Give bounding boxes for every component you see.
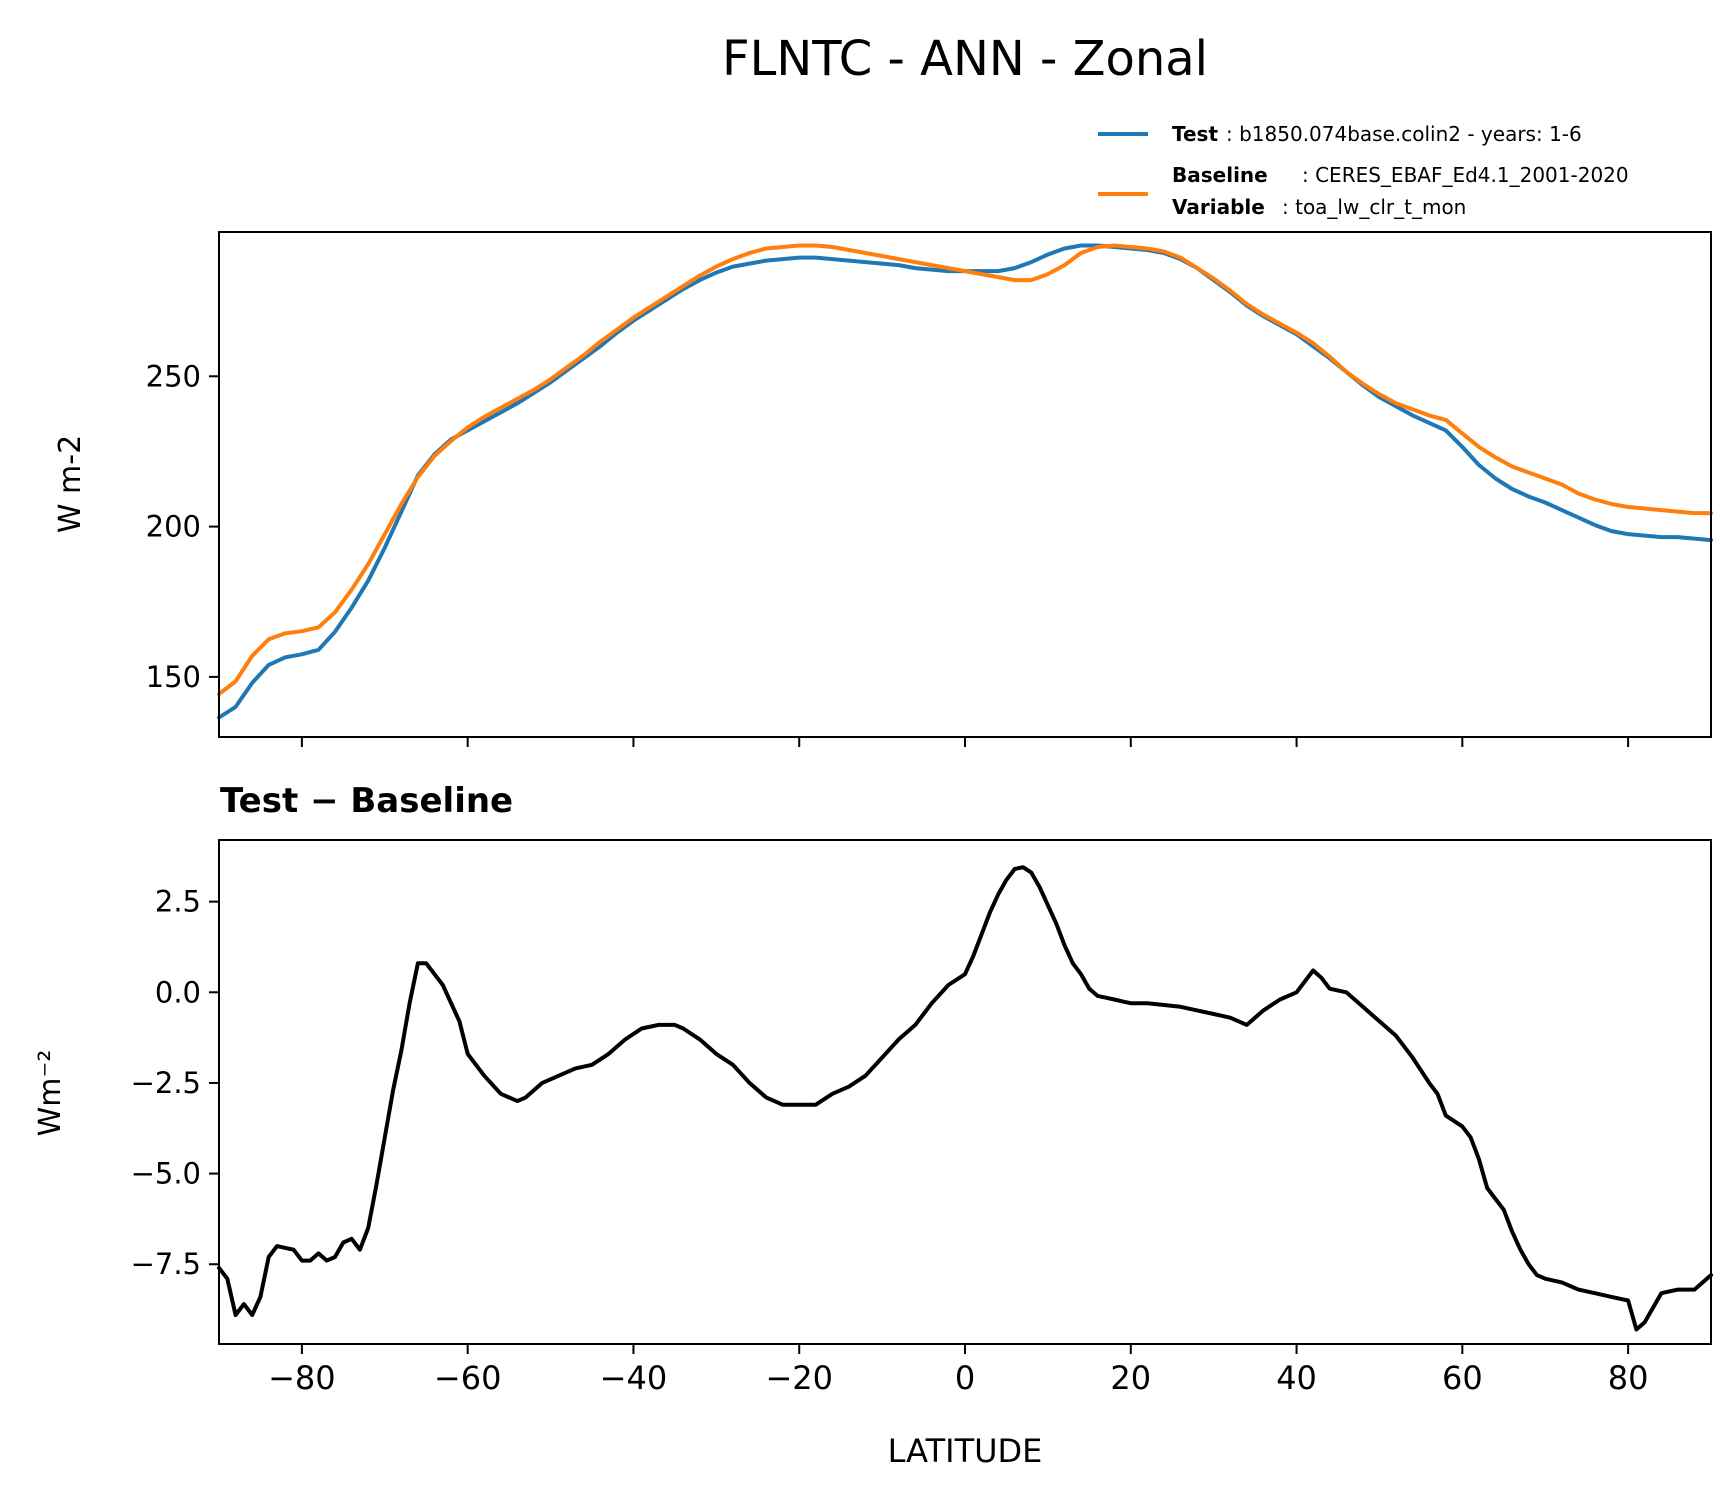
bottom-panel: Test − Baseline 2.5 0.0 −2.5 −5.0 −7.5 −80 −6…: [33, 781, 1713, 1470]
legend-test-value: : b1850.074base.colin2 - years: 1-6: [1226, 122, 1582, 146]
top-series-line-test: [217, 243, 1713, 720]
bottom-x-tick-label: 60: [1442, 1359, 1483, 1397]
top-y-tick-label: 200: [146, 510, 201, 544]
top-panel: 150 200 250 W m-2: [53, 231, 1713, 747]
bottom-x-tick-label: −60: [434, 1359, 502, 1397]
bottom-x-tick-label: 40: [1276, 1359, 1317, 1397]
legend-variable-key: Variable: [1172, 195, 1265, 219]
bottom-series-lines: [217, 865, 1713, 1332]
legend-baseline-key: Baseline: [1172, 163, 1268, 187]
bottom-y-tick-label: −7.5: [131, 1247, 201, 1281]
figure-title: FLNTC - ANN - Zonal: [722, 31, 1208, 87]
top-y-axis-label: W m-2: [53, 435, 88, 533]
bottom-x-ticks: −80 −60 −40 −20 0 20 40 60 80: [268, 1344, 1648, 1397]
bottom-y-tick-label: −2.5: [131, 1066, 201, 1100]
bottom-series-line-test-baseline: [217, 865, 1713, 1332]
bottom-x-tick-label: 0: [955, 1359, 975, 1397]
bottom-x-axis-label: LATITUDE: [888, 1432, 1043, 1470]
top-series-lines: [217, 243, 1713, 720]
bottom-plot-frame: [218, 839, 1712, 1345]
legend-baseline-value: : CERES_EBAF_Ed4.1_2001-2020: [1302, 163, 1629, 187]
bottom-x-tick-label: −20: [765, 1359, 833, 1397]
top-y-tick-label: 150: [146, 660, 201, 694]
bottom-panel-title: Test − Baseline: [220, 781, 513, 821]
bottom-y-ticks: 2.5 0.0 −2.5 −5.0 −7.5: [131, 885, 219, 1281]
bottom-x-tick-label: 80: [1608, 1359, 1649, 1397]
bottom-y-axis-label: Wm⁻²: [33, 1050, 68, 1137]
bottom-x-tick-label: 20: [1110, 1359, 1151, 1397]
top-y-tick-label: 250: [146, 359, 201, 393]
bottom-y-tick-label: −5.0: [131, 1157, 201, 1191]
legend: Test : b1850.074base.colin2 - years: 1-6…: [1098, 122, 1629, 219]
legend-test-key: Test: [1172, 122, 1218, 146]
bottom-x-tick-label: −80: [268, 1359, 336, 1397]
top-plot-frame: [218, 231, 1712, 738]
bottom-y-tick-label: 2.5: [155, 885, 201, 919]
top-x-ticks: [300, 737, 1630, 747]
bottom-x-tick-label: −40: [600, 1359, 668, 1397]
top-series-line-baseline: [217, 243, 1713, 696]
top-y-ticks: 150 200 250: [146, 359, 219, 694]
bottom-y-tick-label: 0.0: [155, 975, 201, 1009]
legend-variable-value: : toa_lw_clr_t_mon: [1282, 195, 1466, 219]
